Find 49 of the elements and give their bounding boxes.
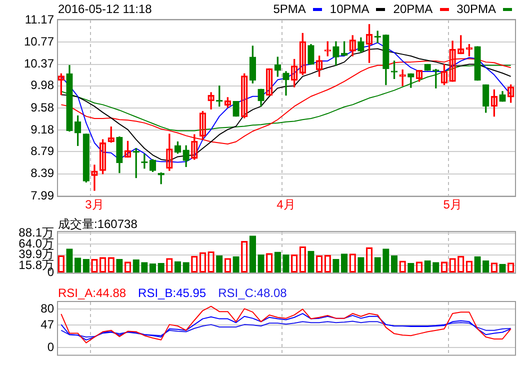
series-label: RSI_A:44.88: [58, 286, 126, 300]
bar: [474, 256, 481, 273]
y-tick-label: 88.1万: [18, 225, 54, 240]
y-tick-label: 10.37: [24, 56, 54, 71]
bar: [174, 261, 182, 273]
legend-label: 5PMA: [273, 2, 306, 16]
bar: [66, 248, 73, 273]
bar: [116, 258, 123, 273]
bar: [232, 256, 240, 273]
y-tick-label: 47: [40, 317, 54, 332]
bar: [358, 257, 364, 273]
chart-title: 成交量:160738: [58, 216, 138, 233]
y-tick-label: 80: [40, 302, 54, 316]
bar: [249, 236, 256, 273]
y-tick-label: 0: [47, 340, 54, 354]
bar: [274, 252, 282, 273]
bar: [282, 254, 290, 273]
y-tick-label: 9.18: [30, 122, 54, 136]
legend-label: 20PMA: [393, 2, 433, 16]
y-tick-label: 8.39: [30, 166, 54, 180]
bar: [258, 254, 264, 273]
bar: [482, 260, 490, 273]
series-label: RSI_C:48.08: [218, 286, 287, 300]
bar: [390, 255, 398, 273]
y-tick-label: 10.77: [24, 34, 54, 48]
bar: [382, 248, 390, 273]
y-tick-label: 9.58: [30, 100, 54, 114]
chart-title: 2016-05-12 11:18: [58, 2, 152, 16]
bar: [216, 255, 223, 273]
y-tick-label: 9.98: [30, 78, 54, 92]
x-tick-label: 4月: [276, 198, 296, 212]
bar: [374, 257, 381, 273]
bar: [424, 260, 431, 273]
bar: [308, 250, 314, 273]
y-tick-label: 8.79: [30, 144, 54, 158]
bar: [340, 254, 348, 273]
legend-label: 30PMA: [456, 2, 496, 16]
bar: [82, 258, 90, 273]
bar: [332, 258, 340, 273]
x-tick-label: 3月: [85, 198, 104, 212]
bar: [74, 258, 82, 273]
y-tick-label: 11.17: [24, 12, 54, 26]
y-tick-label: 7.99: [30, 188, 54, 202]
candlestick: [266, 68, 273, 96]
candlestick: [390, 60, 398, 79]
bar: [132, 259, 140, 273]
series-label: RSI_B:45.95: [138, 286, 206, 300]
x-tick-label: 5月: [443, 198, 462, 212]
legend-label: 10PMA: [330, 2, 370, 16]
